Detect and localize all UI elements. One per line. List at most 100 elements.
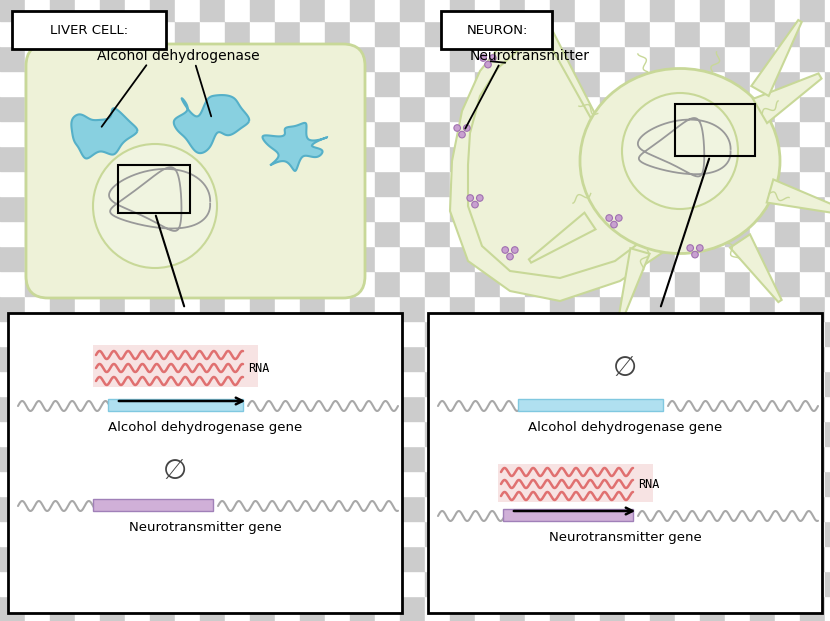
Bar — [425, 446, 450, 471]
Bar — [300, 546, 325, 571]
Bar — [375, 0, 400, 21]
Bar — [825, 71, 830, 96]
Bar — [125, 71, 150, 96]
Bar — [100, 196, 125, 221]
Text: Alcohol dehydrogenase gene: Alcohol dehydrogenase gene — [108, 422, 302, 435]
Bar — [575, 121, 600, 146]
Bar — [500, 596, 525, 621]
Bar — [700, 221, 725, 246]
Bar — [825, 171, 830, 196]
Bar — [575, 96, 600, 121]
Bar — [225, 71, 250, 96]
Bar — [300, 0, 325, 21]
Bar — [0, 321, 25, 346]
Bar — [75, 521, 100, 546]
Bar — [750, 346, 775, 371]
Bar — [575, 371, 600, 396]
Bar — [325, 171, 350, 196]
Bar — [250, 296, 275, 321]
Bar — [150, 171, 175, 196]
Bar — [525, 171, 550, 196]
Bar — [500, 171, 525, 196]
Bar — [600, 21, 625, 46]
Circle shape — [490, 55, 496, 61]
Bar — [0, 421, 25, 446]
Bar — [825, 371, 830, 396]
Bar — [750, 596, 775, 621]
Bar — [75, 71, 100, 96]
Bar — [675, 121, 700, 146]
Bar — [650, 46, 675, 71]
Bar — [475, 421, 500, 446]
Bar — [375, 421, 400, 446]
Bar — [225, 121, 250, 146]
Bar — [275, 21, 300, 46]
Bar — [250, 571, 275, 596]
Bar — [300, 271, 325, 296]
Bar — [75, 21, 100, 46]
Bar — [825, 246, 830, 271]
Bar — [150, 21, 175, 46]
Bar — [650, 321, 675, 346]
Bar — [825, 446, 830, 471]
Bar — [775, 71, 800, 96]
Bar — [675, 571, 700, 596]
Bar — [300, 521, 325, 546]
Bar — [350, 571, 375, 596]
Text: RNA: RNA — [248, 361, 270, 374]
Bar — [550, 71, 575, 96]
Bar — [150, 546, 175, 571]
Bar — [75, 371, 100, 396]
Bar — [325, 471, 350, 496]
Bar — [175, 46, 200, 71]
Bar — [375, 546, 400, 571]
Bar — [350, 521, 375, 546]
Bar — [475, 321, 500, 346]
Bar — [125, 421, 150, 446]
Bar — [775, 121, 800, 146]
Bar — [300, 446, 325, 471]
Bar — [550, 396, 575, 421]
Bar — [275, 0, 300, 21]
Bar — [250, 321, 275, 346]
Bar — [575, 471, 600, 496]
Bar — [475, 121, 500, 146]
Bar — [225, 446, 250, 471]
Bar — [118, 165, 190, 213]
Bar — [800, 321, 825, 346]
Bar — [650, 0, 675, 21]
Bar — [525, 496, 550, 521]
Bar — [300, 21, 325, 46]
Polygon shape — [753, 73, 822, 123]
Bar — [550, 596, 575, 621]
Bar — [650, 296, 675, 321]
Bar — [700, 346, 725, 371]
Bar — [175, 21, 200, 46]
Bar — [200, 421, 225, 446]
Bar — [600, 321, 625, 346]
Bar — [275, 571, 300, 596]
Bar — [550, 421, 575, 446]
Polygon shape — [767, 179, 830, 214]
Bar — [100, 521, 125, 546]
Bar — [350, 246, 375, 271]
Bar — [500, 446, 525, 471]
Bar — [500, 421, 525, 446]
Bar — [550, 196, 575, 221]
Bar — [625, 171, 650, 196]
Bar — [75, 296, 100, 321]
Bar — [775, 471, 800, 496]
Bar — [725, 271, 750, 296]
Bar — [775, 346, 800, 371]
Bar — [825, 96, 830, 121]
Bar — [498, 464, 653, 502]
Bar — [550, 446, 575, 471]
Bar — [775, 571, 800, 596]
Bar — [225, 246, 250, 271]
Bar — [50, 496, 75, 521]
Bar — [425, 546, 450, 571]
Bar — [175, 0, 200, 21]
Bar — [400, 0, 425, 21]
Bar — [25, 171, 50, 196]
Bar — [225, 371, 250, 396]
